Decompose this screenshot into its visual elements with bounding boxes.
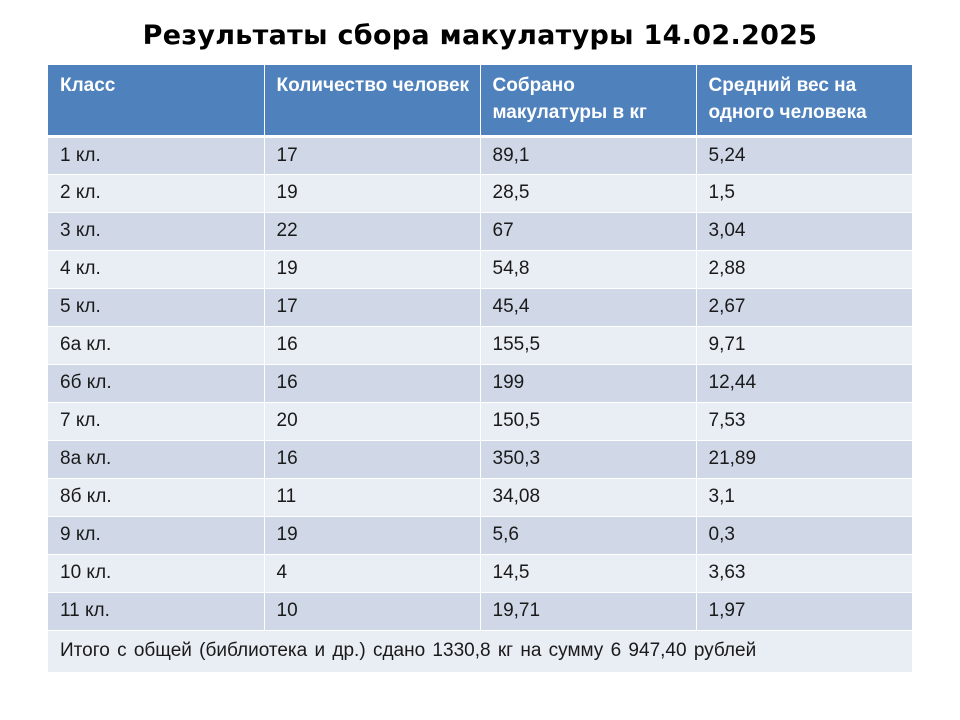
cell-average-weight: 9,71 — [696, 326, 912, 365]
cell-class: 10 кл. — [48, 554, 265, 593]
total-summary: Итого с общей (библиотека и др.) сдано 1… — [48, 630, 912, 673]
cell-collected-kg: 19,71 — [480, 592, 697, 631]
header-average-weight: Средний вес на одного человека — [696, 65, 912, 138]
cell-class: 9 кл. — [48, 516, 265, 555]
table-row: 10 кл. 4 14,5 3,63 — [48, 554, 912, 593]
cell-average-weight: 1,97 — [696, 592, 912, 631]
table-body: 1 кл. 17 89,1 5,24 2 кл. 19 28,5 1,5 3 кл. 22 67 3,… — [48, 136, 912, 673]
cell-average-weight: 0,3 — [696, 516, 912, 555]
cell-class: 8а кл. — [48, 440, 265, 479]
cell-class: 6а кл. — [48, 326, 265, 365]
table-row: 2 кл. 19 28,5 1,5 — [48, 174, 912, 213]
cell-average-weight: 3,04 — [696, 212, 912, 251]
cell-people-count: 17 — [264, 288, 481, 327]
cell-people-count: 10 — [264, 592, 481, 631]
table-row: 3 кл. 22 67 3,04 — [48, 212, 912, 251]
cell-class: 7 кл. — [48, 402, 265, 441]
cell-people-count: 16 — [264, 326, 481, 365]
cell-collected-kg: 14,5 — [480, 554, 697, 593]
table-header-row: Класс Количество человек Собрано макулат… — [48, 65, 912, 138]
cell-people-count: 4 — [264, 554, 481, 593]
table-row: 4 кл. 19 54,8 2,88 — [48, 250, 912, 289]
table-row: 8а кл. 16 350,3 21,89 — [48, 440, 912, 479]
cell-collected-kg: 350,3 — [480, 440, 697, 479]
header-people-count: Количество человек — [264, 65, 481, 138]
table-row: 8б кл. 11 34,08 3,1 — [48, 478, 912, 517]
cell-collected-kg: 45,4 — [480, 288, 697, 327]
results-table: Класс Количество человек Собрано макулат… — [48, 65, 912, 673]
cell-collected-kg: 34,08 — [480, 478, 697, 517]
cell-class: 6б кл. — [48, 364, 265, 403]
cell-class: 1 кл. — [48, 136, 265, 175]
cell-collected-kg: 199 — [480, 364, 697, 403]
cell-people-count: 17 — [264, 136, 481, 175]
table-row: 5 кл. 17 45,4 2,67 — [48, 288, 912, 327]
cell-average-weight: 3,63 — [696, 554, 912, 593]
cell-class: 8б кл. — [48, 478, 265, 517]
cell-average-weight: 12,44 — [696, 364, 912, 403]
header-collected-kg: Собрано макулатуры в кг — [480, 65, 697, 138]
cell-average-weight: 3,1 — [696, 478, 912, 517]
cell-people-count: 19 — [264, 174, 481, 213]
table-row: 11 кл. 10 19,71 1,97 — [48, 592, 912, 631]
cell-people-count: 16 — [264, 440, 481, 479]
cell-people-count: 19 — [264, 516, 481, 555]
table-row: 9 кл. 19 5,6 0,3 — [48, 516, 912, 555]
table-row: 1 кл. 17 89,1 5,24 — [48, 136, 912, 175]
cell-collected-kg: 89,1 — [480, 136, 697, 175]
cell-class: 11 кл. — [48, 592, 265, 631]
table-row: 6а кл. 16 155,5 9,71 — [48, 326, 912, 365]
cell-class: 3 кл. — [48, 212, 265, 251]
header-class: Класс — [48, 65, 265, 138]
cell-average-weight: 1,5 — [696, 174, 912, 213]
cell-collected-kg: 5,6 — [480, 516, 697, 555]
cell-collected-kg: 150,5 — [480, 402, 697, 441]
table-total-row: Итого с общей (библиотека и др.) сдано 1… — [48, 630, 912, 673]
page-title: Результаты сбора макулатуры 14.02.2025 — [142, 20, 818, 51]
cell-average-weight: 5,24 — [696, 136, 912, 175]
cell-average-weight: 7,53 — [696, 402, 912, 441]
cell-average-weight: 2,88 — [696, 250, 912, 289]
cell-people-count: 11 — [264, 478, 481, 517]
cell-class: 2 кл. — [48, 174, 265, 213]
cell-people-count: 16 — [264, 364, 481, 403]
cell-class: 5 кл. — [48, 288, 265, 327]
cell-people-count: 22 — [264, 212, 481, 251]
cell-people-count: 20 — [264, 402, 481, 441]
table-row: 6б кл. 16 199 12,44 — [48, 364, 912, 403]
cell-average-weight: 21,89 — [696, 440, 912, 479]
cell-collected-kg: 67 — [480, 212, 697, 251]
table-row: 7 кл. 20 150,5 7,53 — [48, 402, 912, 441]
cell-class: 4 кл. — [48, 250, 265, 289]
cell-collected-kg: 28,5 — [480, 174, 697, 213]
cell-collected-kg: 54,8 — [480, 250, 697, 289]
cell-average-weight: 2,67 — [696, 288, 912, 327]
cell-people-count: 19 — [264, 250, 481, 289]
cell-collected-kg: 155,5 — [480, 326, 697, 365]
